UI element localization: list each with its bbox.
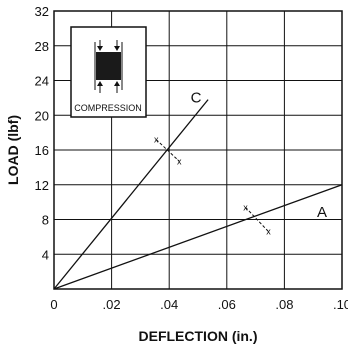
inset-caption: COMPRESSION	[74, 103, 142, 113]
y-tick-label: 12	[35, 178, 49, 193]
x-tick-label: .02	[103, 297, 121, 312]
y-tick-label: 32	[35, 4, 49, 19]
series-line-c	[53, 99, 209, 290]
x-tick-label: .04	[160, 297, 178, 312]
series-lines: CA	[53, 90, 343, 290]
y-tick-label: 28	[35, 39, 49, 54]
tolerance-x-marker: x	[177, 156, 182, 166]
tolerance-x-marker: x	[266, 227, 271, 237]
tolerance-connector	[155, 139, 180, 162]
y-axis-title: LOAD (lbf)	[5, 115, 21, 185]
series-label-c: C	[191, 90, 202, 107]
series-line-a	[53, 184, 343, 290]
y-tick-label: 24	[35, 74, 49, 89]
compression-inset: COMPRESSION	[70, 26, 147, 118]
tolerance-x-marker: x	[243, 202, 248, 212]
x-tick-label: 0	[50, 297, 57, 312]
tolerance-markers: x x x x	[154, 135, 271, 237]
x-axis-title: DEFLECTION (in.)	[139, 328, 258, 344]
tolerance-connector	[245, 206, 269, 233]
tick-labels: 4 8 12 16 20 24 28 32 0 .02 .04 .06 .08 .10	[35, 4, 348, 312]
compression-icon	[94, 40, 123, 93]
y-tick-label: 8	[42, 213, 49, 228]
x-tick-label: .08	[275, 297, 293, 312]
series-label-a: A	[317, 204, 327, 221]
x-tick-label: .06	[218, 297, 236, 312]
plot-area-border	[53, 10, 343, 290]
y-tick-label: 20	[35, 108, 49, 123]
y-tick-label: 4	[42, 247, 49, 262]
y-tick-label: 16	[35, 143, 49, 158]
x-tick-label: .10	[333, 297, 348, 312]
tolerance-x-marker: x	[154, 135, 159, 145]
